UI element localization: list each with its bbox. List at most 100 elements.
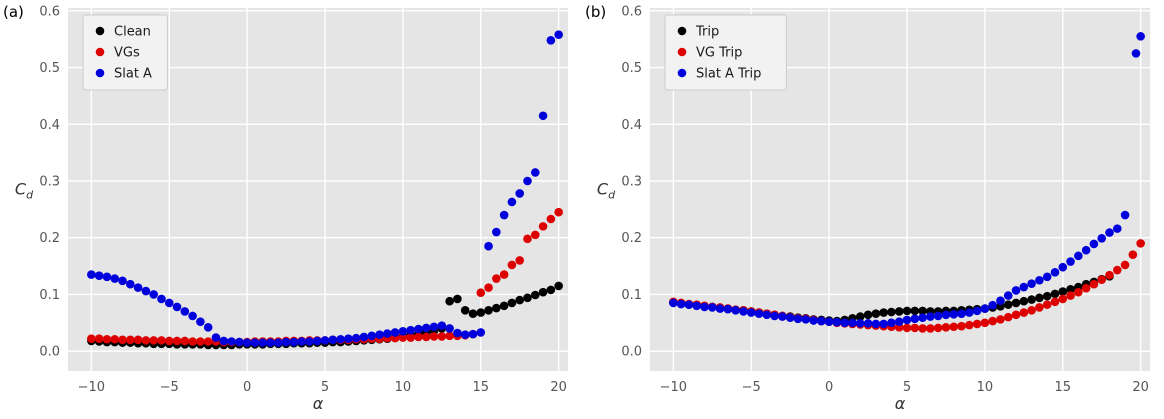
data-point	[523, 176, 532, 186]
y-axis-label: Cd	[597, 180, 616, 202]
data-point	[1003, 312, 1013, 322]
data-point	[538, 111, 548, 121]
panel-label: (b)	[585, 3, 606, 21]
y-axis-label: Cd	[15, 180, 34, 202]
data-point	[1074, 251, 1083, 261]
data-point	[863, 310, 873, 320]
data-point	[1105, 270, 1114, 280]
data-point	[1128, 250, 1138, 260]
data-point	[1011, 310, 1021, 320]
panel-a: −10 −5 0 5 10 15 20 0.0 0.1 0.2 0.3 0.4 0.5 0.6 α Cd (a)…	[3, 3, 568, 413]
data-point	[848, 318, 857, 328]
data-point	[203, 337, 213, 346]
data-point	[926, 312, 935, 321]
data-point	[1050, 268, 1060, 277]
data-point	[988, 316, 997, 326]
data-point	[344, 334, 353, 343]
x-tick-label: −5	[742, 380, 761, 395]
data-point	[855, 319, 865, 328]
data-point	[546, 214, 556, 224]
data-point	[1105, 228, 1114, 237]
panel-label: (a)	[3, 3, 24, 21]
data-point	[336, 334, 345, 344]
data-point	[126, 335, 135, 345]
data-point	[824, 317, 834, 326]
data-point	[1097, 233, 1107, 243]
data-point	[164, 336, 174, 346]
x-tick-label: 5	[903, 380, 911, 395]
data-point	[281, 337, 291, 347]
data-point	[227, 337, 236, 346]
data-point	[530, 290, 540, 300]
data-point	[188, 311, 197, 321]
y-tick-label: 0.2	[621, 231, 642, 246]
data-point	[507, 197, 517, 207]
data-point	[1136, 32, 1145, 41]
data-point	[879, 308, 888, 317]
x-tick-label: −5	[160, 380, 179, 395]
data-point	[676, 299, 686, 309]
data-point	[1089, 279, 1099, 289]
data-point	[538, 287, 548, 297]
data-point	[515, 295, 525, 305]
data-point	[1003, 300, 1013, 309]
data-point	[1027, 306, 1036, 315]
data-point	[484, 283, 493, 292]
data-point	[684, 300, 694, 309]
y-tick-label: 0.5	[621, 61, 642, 76]
data-point	[1066, 257, 1075, 266]
x-tick-label: 0	[243, 380, 251, 395]
y-tick-label: 0.0	[621, 345, 642, 360]
data-point	[941, 310, 951, 320]
data-point	[312, 336, 322, 346]
data-point	[149, 336, 158, 345]
data-point	[1058, 262, 1068, 272]
data-point	[1019, 296, 1029, 306]
data-point	[188, 337, 197, 346]
data-point	[406, 325, 415, 335]
data-point	[126, 279, 135, 289]
data-point	[110, 334, 120, 344]
data-point	[196, 337, 205, 346]
data-point	[817, 316, 826, 326]
data-point	[359, 332, 369, 342]
legend-label: VGs	[114, 46, 140, 61]
data-point	[375, 330, 384, 340]
y-tick-label: 0.0	[39, 345, 60, 360]
data-point	[972, 306, 982, 316]
data-point	[1081, 245, 1091, 255]
data-point	[406, 333, 415, 342]
data-point	[87, 270, 96, 279]
x-tick-label: 20	[1132, 380, 1149, 395]
data-point	[840, 318, 850, 328]
data-point	[887, 318, 896, 328]
data-point	[546, 285, 556, 295]
data-point	[894, 307, 904, 316]
data-point	[1011, 286, 1021, 295]
legend-label: Slat A	[114, 67, 152, 82]
x-tick-label: 15	[1054, 380, 1071, 395]
data-point	[554, 207, 563, 217]
data-point	[523, 234, 532, 244]
data-point	[801, 315, 811, 324]
data-point	[1035, 303, 1044, 312]
data-point	[965, 308, 974, 317]
data-point	[172, 336, 182, 346]
x-tick-label: −10	[660, 380, 687, 395]
data-point	[988, 300, 997, 310]
panel-b: −10 −5 0 5 10 15 20 0.0 0.1 0.2 0.3 0.4 0.5 0.6 α Cd (b)…	[582, 0, 1164, 419]
data-point	[110, 274, 120, 283]
data-point	[133, 335, 143, 345]
data-point	[554, 281, 563, 291]
legend-swatch	[677, 26, 687, 36]
data-point	[918, 313, 927, 322]
legend-label: Trip	[695, 25, 719, 40]
data-point	[894, 317, 904, 326]
data-point	[515, 256, 525, 265]
data-point	[879, 319, 888, 329]
data-point	[414, 324, 423, 334]
data-point	[715, 304, 725, 313]
data-point	[785, 313, 795, 322]
data-point	[754, 309, 764, 319]
legend	[664, 14, 787, 91]
